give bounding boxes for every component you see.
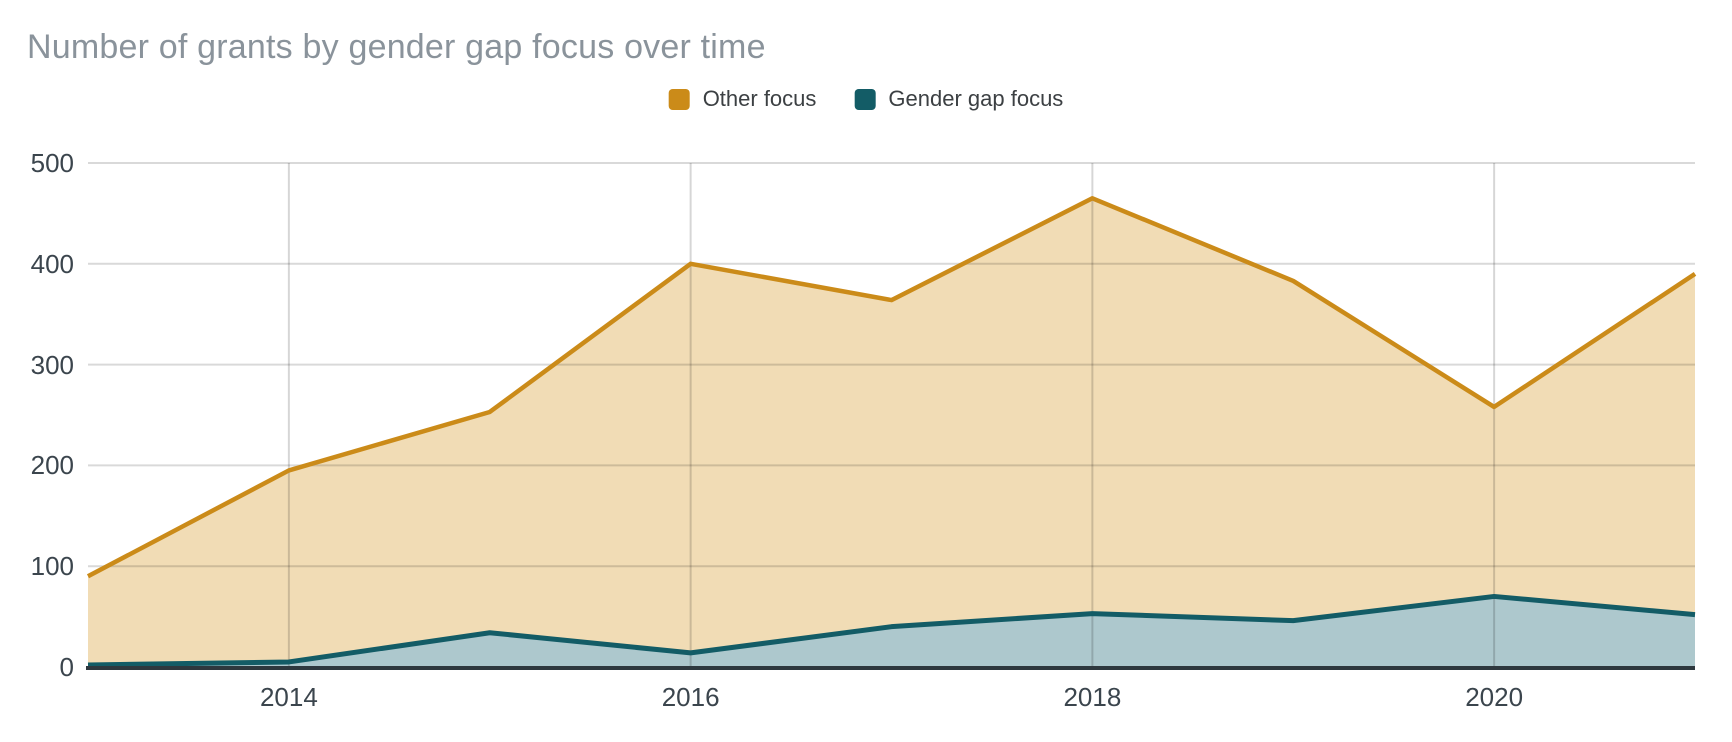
area-fill-other-focus [88,198,1695,667]
legend-swatch-other-focus-icon [668,88,690,110]
y-tick-label: 400 [30,248,74,279]
y-tick-label: 300 [30,349,74,380]
x-tick-label: 2014 [259,682,318,712]
series-line-gender-gap-focus [87,593,1696,668]
legend-label-gender-gap-focus: Gender gap focus [888,86,1064,111]
legend-item-gender-gap-focus[interactable]: Gender gap focus [854,86,1063,112]
y-tick-label: 500 [30,148,74,178]
legend: Other focus Gender gap focus [668,86,1063,112]
legend-item-other-focus[interactable]: Other focus [668,86,817,112]
y-tick-label: 0 [59,652,74,682]
x-tick-label: 2020 [1465,682,1524,712]
legend-swatch-gender-gap-focus-icon [854,88,876,110]
legend-label-other-focus: Other focus [702,86,817,111]
y-tick-label: 100 [30,551,74,582]
chart-title: Number of grants by gender gap focus ove… [27,28,766,66]
series-line-other-focus [86,196,1697,579]
x-tick-label: 2016 [661,682,720,712]
area-fill-gender-gap-focus [88,596,1695,667]
x-tick-label: 2018 [1063,682,1122,712]
y-tick-label: 200 [30,450,74,481]
